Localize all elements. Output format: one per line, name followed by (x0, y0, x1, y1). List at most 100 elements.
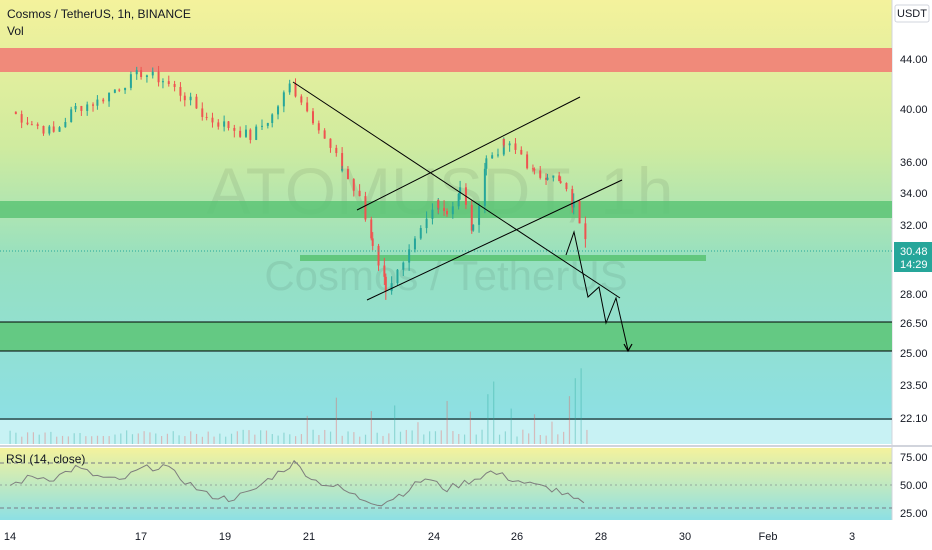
candle-body (408, 249, 411, 263)
volume-bar (96, 435, 99, 444)
candle-body (211, 117, 214, 123)
rsi-line (9, 459, 585, 507)
volume-bar (469, 411, 472, 444)
resistance-zone[interactable] (0, 48, 892, 72)
volume-bar (32, 432, 35, 444)
projection-arrow-path[interactable] (565, 230, 629, 351)
volume-bar (487, 394, 489, 444)
volume-bar (364, 434, 367, 444)
candle-body (358, 190, 361, 197)
volume-bar (91, 436, 93, 444)
candle-body (457, 193, 460, 207)
volume-bar (306, 415, 308, 444)
projection-arrowhead (623, 343, 633, 353)
volume-bar (50, 431, 52, 444)
volume-bar (382, 435, 384, 444)
candle-body (485, 158, 488, 169)
candle-body (255, 126, 258, 140)
volume-bar (539, 434, 541, 444)
price-tick: 34.00 (900, 188, 928, 200)
candle-body (36, 124, 39, 126)
candle-body (559, 181, 562, 184)
volume-bar (172, 431, 174, 444)
volume-bar (493, 381, 495, 444)
rsi-tick-labels: 75.00 50.00 25.00 (900, 452, 928, 520)
candle-body (470, 204, 473, 231)
time-tick: 21 (303, 531, 315, 543)
volume-bar (429, 431, 431, 444)
volume-bar (207, 431, 209, 444)
candle-body (195, 96, 198, 109)
volume-bar (295, 436, 297, 444)
candle-body (508, 143, 511, 146)
volume-bar (353, 432, 355, 444)
candle-body (571, 189, 574, 208)
candle-body (390, 283, 393, 292)
time-tick: 24 (428, 531, 440, 543)
volume-bar (201, 436, 203, 444)
time-tick: 14 (4, 531, 16, 543)
candle-body (201, 108, 204, 117)
support-zone-mid[interactable] (300, 255, 706, 261)
volume-bar (271, 434, 273, 444)
candle-body (26, 122, 29, 125)
candle-body (491, 155, 494, 159)
candle-body (277, 106, 280, 115)
time-tick: 26 (511, 531, 523, 543)
currency-box[interactable] (894, 4, 930, 23)
volume-bar (458, 434, 460, 444)
candle-body (239, 130, 242, 137)
candle-body (341, 153, 344, 171)
candle-body (113, 89, 116, 93)
candle-body (145, 75, 148, 78)
candle-body (396, 269, 399, 284)
channel-upper-line[interactable] (356, 96, 581, 211)
descending-trendline[interactable] (292, 81, 621, 299)
candle-body (48, 126, 51, 134)
candle-body (539, 170, 542, 178)
symbol-title: Cosmos / TetherUS, 1h, BINANCE (7, 7, 191, 21)
candle-body (546, 177, 549, 180)
volume-bar (522, 429, 524, 444)
candle-body (52, 126, 55, 132)
time-tick: 3 (849, 531, 855, 543)
candle-body (371, 238, 374, 246)
candle-body (189, 96, 192, 101)
channel-lower-line[interactable] (366, 179, 623, 301)
candle-body (205, 116, 208, 118)
price-tick: 36.00 (900, 157, 928, 169)
time-axis-labels: 14 17 19 21 24 26 28 30 Feb 3 (4, 531, 855, 543)
candle-body (446, 211, 448, 215)
volume-bar (533, 414, 536, 444)
support-zone-lower[interactable] (0, 322, 892, 351)
price-tick-labels: 44.00 40.00 36.00 34.00 32.00 28.00 26.5… (900, 54, 928, 425)
candle-body (92, 104, 95, 106)
candle-body (135, 70, 138, 75)
volume-bar (318, 435, 320, 444)
candle-body (311, 111, 314, 124)
current-price-badge (894, 242, 932, 272)
volume-bar (15, 432, 17, 444)
candle-body (227, 121, 230, 128)
volume-pane-background (0, 420, 892, 444)
volume-bar (225, 436, 227, 444)
candle-body (151, 71, 154, 76)
candle-body (335, 147, 338, 154)
candle-body (96, 99, 99, 106)
volume-bar (504, 431, 506, 444)
time-tick: 28 (595, 531, 607, 543)
candle-body (533, 169, 536, 171)
candle-body (161, 81, 164, 83)
support-zone-upper[interactable] (0, 201, 892, 218)
volume-bar (260, 430, 262, 444)
volume-bar (568, 396, 571, 444)
candle-body (173, 84, 176, 87)
volume-bar (9, 430, 11, 444)
rsi-pane-background (0, 448, 892, 520)
candle-body (565, 183, 568, 190)
volume-bar (114, 434, 116, 444)
volume-bar (184, 436, 186, 444)
volume-bar (528, 433, 530, 444)
candle-body (42, 125, 45, 134)
